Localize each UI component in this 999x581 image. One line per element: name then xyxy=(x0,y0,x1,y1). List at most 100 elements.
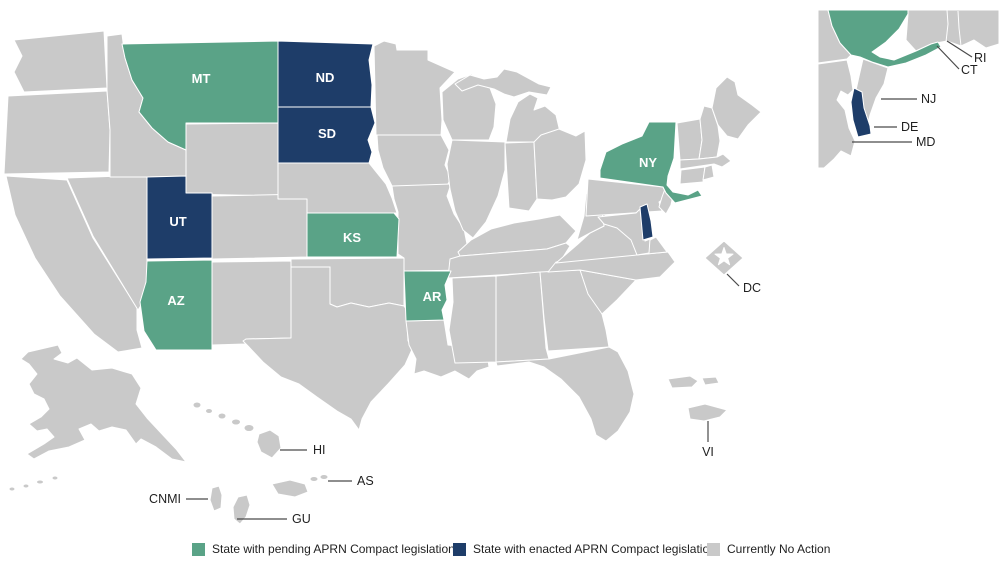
state-label-mt: MT xyxy=(192,71,211,86)
state-ca[interactable] xyxy=(5,175,143,353)
callout-line-dc xyxy=(726,273,740,287)
state-label-az: AZ xyxy=(167,293,184,308)
callout-label-md: MD xyxy=(916,135,935,149)
state-sd[interactable] xyxy=(277,106,376,164)
state-ia[interactable] xyxy=(376,134,452,187)
state-ne[interactable] xyxy=(277,162,398,214)
callout-label-vi: VI xyxy=(702,445,714,459)
callout-line-ct xyxy=(936,45,960,70)
state-hi-island-3[interactable] xyxy=(217,412,227,420)
state-label-ny: NY xyxy=(639,155,657,170)
territory-as-island-3[interactable] xyxy=(319,474,329,480)
state-mn[interactable] xyxy=(373,40,456,136)
state-ri[interactable] xyxy=(702,164,715,181)
state-il[interactable] xyxy=(446,139,506,239)
territory-pr-2[interactable] xyxy=(701,376,720,386)
state-label-nd: ND xyxy=(316,70,335,85)
state-de[interactable] xyxy=(639,203,654,241)
state-az[interactable] xyxy=(139,259,213,351)
state-vt[interactable] xyxy=(676,118,703,161)
legend-label-pending: State with pending APRN Compact legislat… xyxy=(212,542,455,556)
state-tn[interactable] xyxy=(447,242,571,279)
state-mi-upper[interactable] xyxy=(454,68,552,98)
callout-label-dc: DC xyxy=(743,281,761,295)
territory-as-island-2[interactable] xyxy=(309,476,319,482)
state-tx[interactable] xyxy=(242,266,415,431)
callout-label-de: DE xyxy=(901,120,918,134)
state-ar[interactable] xyxy=(403,270,452,322)
callout-label-ct: CT xyxy=(961,63,978,77)
callout-label-gu: GU xyxy=(292,512,311,526)
state-wa[interactable] xyxy=(13,30,108,93)
territory-vi[interactable] xyxy=(687,403,728,422)
state-wi[interactable] xyxy=(441,73,497,141)
legend-swatch-no-action xyxy=(707,542,720,556)
state-hi-island-1[interactable] xyxy=(192,401,202,409)
non-contiguous xyxy=(8,240,744,525)
state-labels: MT ND SD UT KS AZ AR NY xyxy=(167,70,657,308)
inset-border-ri-ma xyxy=(957,10,962,47)
callout-line-ri xyxy=(946,40,973,58)
inset-state-ny[interactable] xyxy=(827,10,942,68)
legend-swatch-pending xyxy=(192,542,205,556)
state-co[interactable] xyxy=(211,193,308,260)
state-nh[interactable] xyxy=(698,105,721,160)
state-label-ks: KS xyxy=(343,230,361,245)
territory-as[interactable] xyxy=(271,479,309,498)
inset-border-ct-ri xyxy=(945,10,949,43)
inset-callouts: RI CT NJ DE MD xyxy=(852,40,987,149)
legend-swatch-enacted xyxy=(453,542,466,556)
territory-gu[interactable] xyxy=(232,494,251,525)
northeast-inset xyxy=(818,10,999,169)
callout-label-as: AS xyxy=(357,474,374,488)
state-hi-big-island[interactable] xyxy=(256,429,282,459)
legend: State with pending APRN Compact legislat… xyxy=(0,542,999,558)
state-label-sd: SD xyxy=(318,126,336,141)
legend-item-no-action: Currently No Action xyxy=(707,542,830,556)
state-oh[interactable] xyxy=(533,128,587,201)
callout-label-cnmi: CNMI xyxy=(149,492,181,506)
state-ny[interactable] xyxy=(599,121,703,204)
callout-label-nj: NJ xyxy=(921,92,936,106)
state-label-ar: AR xyxy=(423,289,442,304)
state-ak-aleutian-1[interactable] xyxy=(8,486,16,492)
callout-label-ri: RI xyxy=(974,51,987,65)
callout-label-hi: HI xyxy=(313,443,326,457)
state-label-ut: UT xyxy=(169,214,186,229)
state-hi-island-5[interactable] xyxy=(243,424,255,432)
state-al[interactable] xyxy=(495,271,550,363)
state-ak-aleutian-4[interactable] xyxy=(51,475,59,481)
legend-label-no-action: Currently No Action xyxy=(727,542,831,556)
state-fl[interactable] xyxy=(495,346,635,442)
legend-item-enacted: State with enacted APRN Compact legislat… xyxy=(453,542,716,556)
state-dc[interactable] xyxy=(704,240,744,276)
state-ct[interactable] xyxy=(679,166,706,185)
state-or[interactable] xyxy=(3,90,111,175)
inset-state-md[interactable] xyxy=(818,59,856,169)
territory-cnmi[interactable] xyxy=(209,485,223,512)
state-ut[interactable] xyxy=(146,175,213,260)
state-ms[interactable] xyxy=(448,275,497,364)
state-ak-aleutian-2[interactable] xyxy=(22,483,30,489)
state-hi-island-2[interactable] xyxy=(205,408,213,414)
state-wy[interactable] xyxy=(185,122,279,197)
state-hi-island-4[interactable] xyxy=(231,418,241,426)
callouts: HI AS CNMI GU VI DC xyxy=(149,273,761,526)
state-ak[interactable] xyxy=(20,344,187,463)
state-in[interactable] xyxy=(504,141,538,212)
mainland-states xyxy=(3,30,762,442)
state-ks[interactable] xyxy=(306,212,400,258)
inset-state-de[interactable] xyxy=(850,87,872,138)
highlighted-states xyxy=(121,40,703,351)
legend-label-enacted: State with enacted APRN Compact legislat… xyxy=(473,542,716,556)
state-nm[interactable] xyxy=(211,260,292,346)
state-md[interactable] xyxy=(597,208,651,256)
state-me[interactable] xyxy=(711,76,762,140)
territory-pr-1[interactable] xyxy=(667,375,699,389)
state-ma[interactable] xyxy=(679,153,732,170)
inset-state-new-england[interactable] xyxy=(905,10,999,52)
state-ak-aleutian-3[interactable] xyxy=(36,479,44,485)
legend-item-pending: State with pending APRN Compact legislat… xyxy=(192,542,455,556)
